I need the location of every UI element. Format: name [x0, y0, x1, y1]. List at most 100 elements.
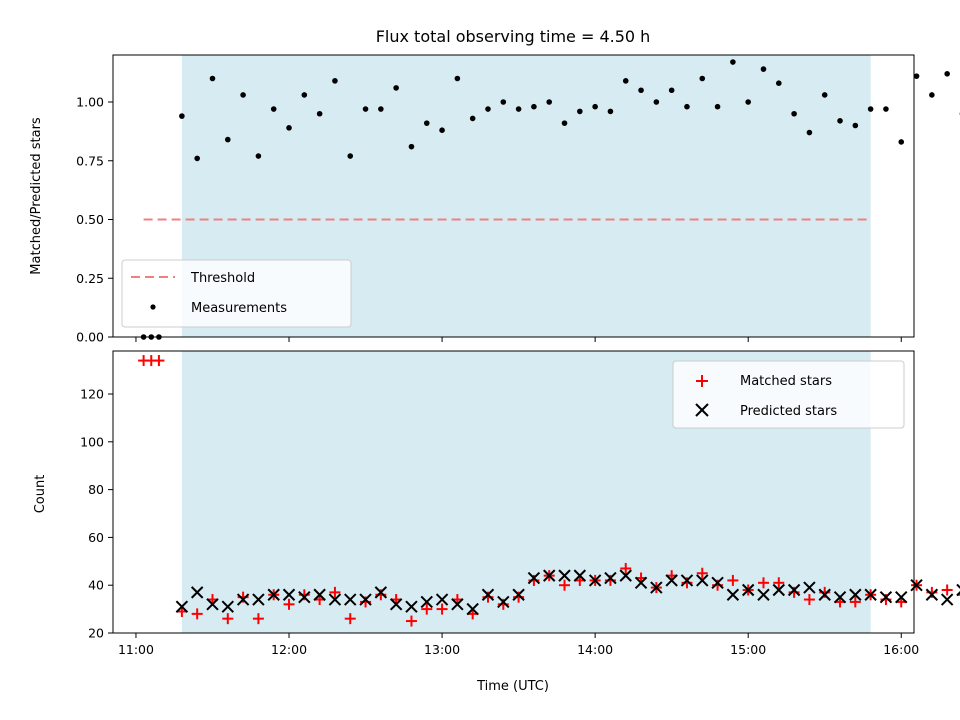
predicted-star-point — [282, 588, 296, 601]
matched-star-point — [222, 613, 234, 625]
measurement-point — [270, 106, 277, 112]
matched-star-point — [620, 562, 632, 574]
top-x-ticks — [135, 337, 902, 342]
measurement-point — [821, 92, 828, 98]
predicted-star-point — [267, 588, 280, 601]
bottom-x-ticks: 11:00 12:00 13:00 14:00 15:00 16:00 — [118, 633, 919, 657]
top-legend: Threshold Measurements — [121, 259, 352, 328]
predicted-star-point — [481, 588, 495, 601]
bottom-legend-box — [672, 360, 905, 429]
predicted-star-point — [849, 588, 862, 601]
predicted-star-point — [650, 581, 663, 594]
matched-star-point — [941, 584, 953, 596]
measurement-point — [500, 99, 507, 105]
measurement-point — [454, 75, 461, 82]
predicted-star-point — [405, 600, 418, 613]
matched-star-point — [329, 586, 341, 598]
top-y-axis-label: Matched/Predicted stars — [29, 117, 44, 275]
bottom-y-tick-label: 100 — [80, 434, 104, 449]
matched-star-point — [252, 613, 264, 625]
measurement-point — [684, 103, 690, 110]
bottom-panel: 20 40 60 80 100 120 11:00 12:00 13:00 14:00 15:00… — [33, 350, 960, 694]
predicted-star-point — [389, 598, 403, 611]
matched-star-point — [926, 586, 938, 598]
measurement-point — [883, 106, 889, 112]
predicted-star-point — [190, 586, 204, 599]
legend-threshold-label: Threshold — [190, 271, 255, 286]
bottom-star-points — [138, 355, 960, 627]
measurement-point — [240, 92, 246, 98]
predicted-star-point — [619, 569, 632, 582]
measurement-point — [898, 139, 905, 145]
measurement-point — [408, 143, 415, 150]
measurement-point — [423, 120, 430, 126]
measurement-point — [515, 106, 522, 112]
measurement-point — [699, 75, 706, 82]
matched-star-point — [803, 594, 815, 606]
bottom-axes-frame — [112, 350, 915, 634]
predicted-star-point — [497, 595, 510, 609]
predicted-star-point — [818, 588, 831, 601]
top-legend-box — [121, 259, 352, 328]
predicted-star-point — [206, 598, 219, 611]
predicted-star-point — [787, 583, 801, 597]
predicted-star-point — [420, 595, 433, 609]
top-y-ticks: 0.00 0.25 0.50 0.75 1.00 — [76, 95, 113, 345]
measurement-point — [286, 125, 292, 131]
bottom-legend: Matched stars Predicted stars — [672, 360, 905, 429]
measurement-point — [913, 73, 920, 79]
predicted-star-point — [588, 574, 602, 587]
predicted-star-point — [910, 578, 923, 592]
predicted-star-point — [359, 593, 372, 606]
predicted-star-point — [512, 588, 525, 601]
measurement-point — [531, 103, 537, 110]
matched-star-point — [191, 608, 203, 620]
predicted-star-point — [221, 600, 235, 613]
matched-star-point — [405, 615, 417, 627]
predicted-star-point — [634, 576, 648, 590]
measurement-point — [469, 115, 476, 122]
bottom-y-axis-label: Count — [33, 475, 48, 514]
measurement-point — [867, 106, 874, 112]
x-tick-label: 15:00 — [730, 642, 766, 657]
measurement-point — [255, 153, 262, 159]
measurement-point — [730, 59, 736, 65]
predicted-star-point — [543, 569, 556, 582]
measurement-point — [546, 99, 553, 105]
matched-star-point — [559, 579, 571, 591]
matched-star-point — [421, 603, 433, 615]
measurement-point — [485, 106, 491, 112]
measurement-point — [194, 155, 200, 162]
predicted-star-point — [772, 583, 786, 597]
measurement-point — [301, 92, 308, 98]
predicted-star-point — [236, 593, 250, 606]
top-y-tick-label: 0.00 — [76, 330, 104, 345]
bottom-y-tick-label: 120 — [80, 387, 104, 402]
predicted-star-point — [558, 569, 571, 582]
predicted-star-point — [344, 593, 357, 606]
measurement-point — [745, 99, 751, 105]
measurement-point — [929, 92, 935, 98]
predicted-star-point — [711, 576, 724, 590]
measurement-point — [561, 120, 568, 126]
predicted-star-point — [741, 583, 755, 597]
legend-measurements-label: Measurements — [191, 301, 287, 316]
legend-matched-swatch — [696, 375, 708, 387]
bottom-y-tick-label: 80 — [88, 482, 104, 497]
measurement-point — [638, 87, 644, 94]
matched-star-point — [696, 567, 708, 579]
predicted-star-point — [604, 571, 617, 585]
measurement-point — [837, 118, 843, 124]
top-y-tick-label: 0.50 — [76, 212, 104, 227]
bottom-y-tick-label: 60 — [88, 530, 104, 545]
predicted-star-point — [956, 583, 960, 597]
measurement-point — [439, 127, 445, 133]
x-tick-label: 16:00 — [883, 642, 919, 657]
matched-star-point — [773, 577, 785, 589]
top-y-tick-label: 0.75 — [76, 153, 104, 168]
predicted-star-point — [696, 574, 709, 587]
matched-star-point — [757, 577, 769, 589]
x-tick-label: 13:00 — [424, 642, 460, 657]
matched-star-point — [436, 603, 448, 615]
predicted-star-point — [328, 593, 342, 606]
